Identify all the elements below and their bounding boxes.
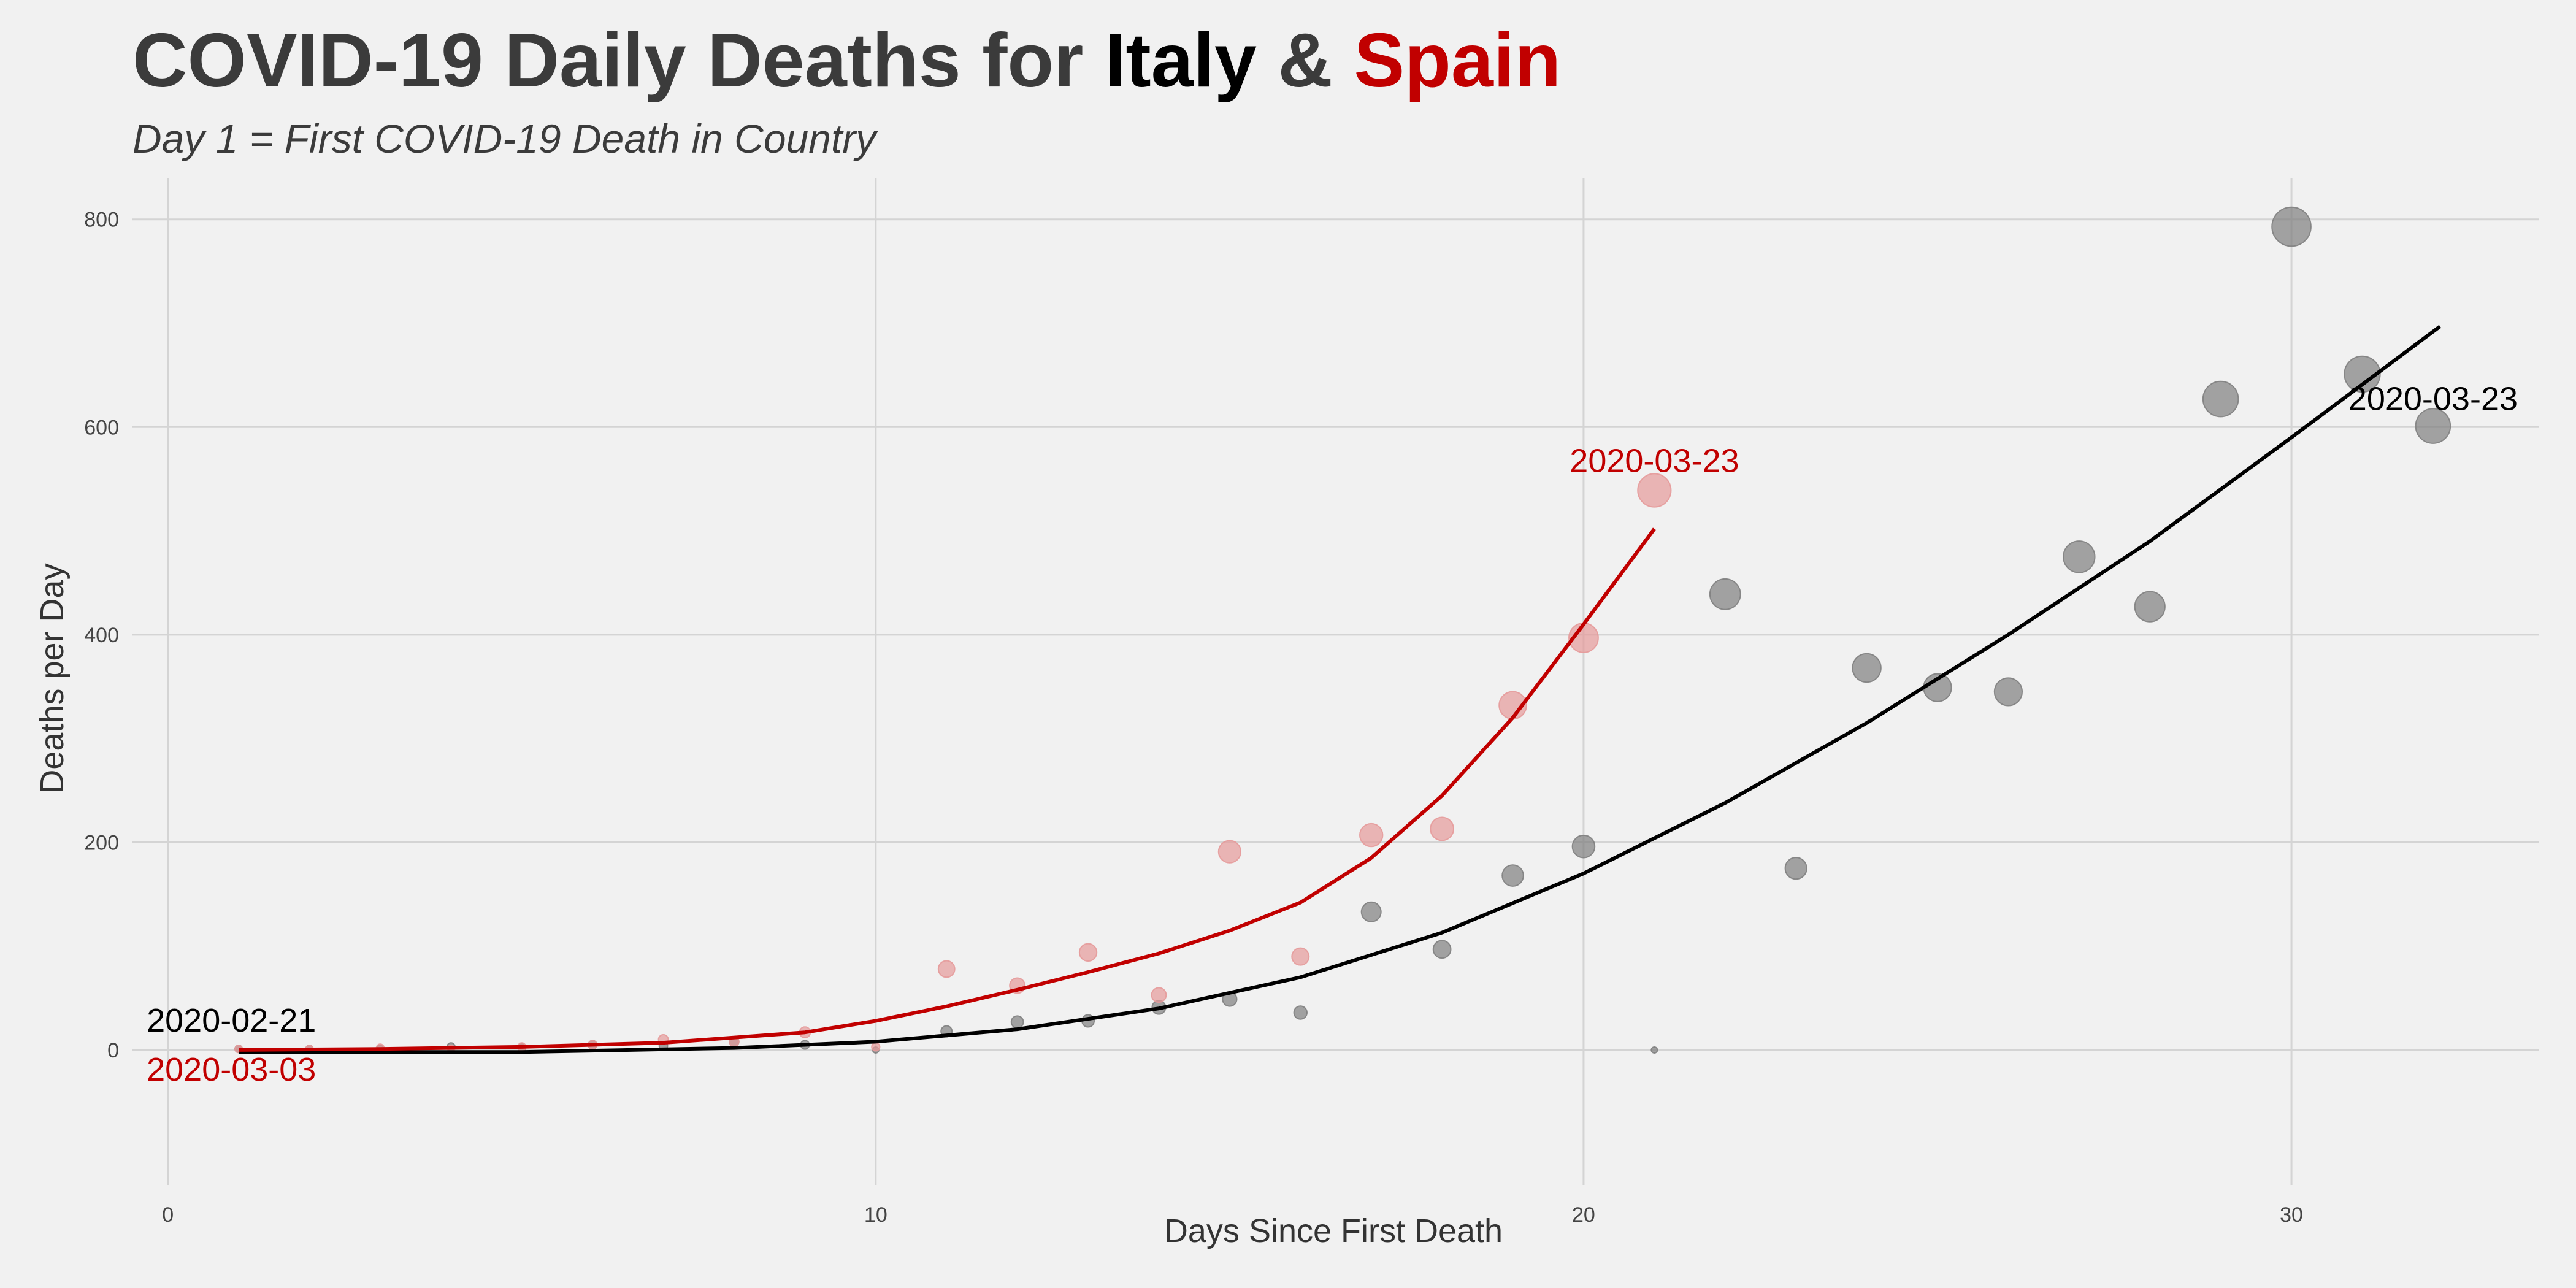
- italy-data-point: [1432, 940, 1452, 959]
- y-tick-label: 200: [84, 831, 119, 854]
- spain-trend-line: [239, 527, 1656, 1052]
- x-tick-label: 10: [864, 1203, 887, 1227]
- grid-lines: [132, 178, 2539, 1185]
- italy-date-label: 2020-03-23: [2348, 381, 2518, 418]
- y-tick-label: 0: [107, 1039, 119, 1062]
- italy-data-point: [1650, 1046, 1658, 1054]
- italy-data-point: [1571, 834, 1596, 859]
- italy-data-point: [1993, 677, 2023, 707]
- spain-data-point: [1637, 473, 1672, 508]
- spain-data-point: [937, 960, 956, 978]
- spain-date-label: 2020-03-03: [147, 1051, 316, 1088]
- x-axis-title: Days Since First Death: [1164, 1213, 1503, 1249]
- spain-data-point: [1151, 987, 1167, 1003]
- point-labels: 2020-02-21 2020-03-03 2020-03-23 2020-03-23: [147, 381, 2518, 1089]
- spain-data-point: [1291, 947, 1310, 966]
- y-tick-label: 400: [84, 624, 119, 647]
- title-spain: Spain: [1354, 18, 1562, 103]
- italy-data-point: [2271, 206, 2312, 247]
- x-tick-label: 30: [2280, 1203, 2303, 1227]
- italy-trend-line: [239, 324, 2442, 1054]
- chart-title: COVID-19 Daily Deaths for Italy & Spain: [132, 17, 1561, 105]
- italy-data-point: [1360, 901, 1382, 922]
- title-prefix: COVID-19 Daily Deaths for: [132, 18, 1105, 103]
- trend-lines: [239, 324, 2442, 1054]
- spain-data-point: [1217, 840, 1241, 864]
- y-tick-label: 600: [84, 416, 119, 439]
- italy-data-point: [1010, 1015, 1024, 1029]
- y-axis-title: Deaths per Day: [34, 563, 71, 793]
- italy-date-label: 2020-02-21: [147, 1002, 316, 1039]
- italy-data-point: [1501, 864, 1524, 887]
- italy-data-point: [1784, 857, 1807, 880]
- x-tick-label: 20: [1572, 1203, 1595, 1227]
- spain-data-point: [1430, 816, 1455, 841]
- italy-data-point: [1852, 653, 1882, 683]
- x-tick-label: 0: [162, 1203, 174, 1227]
- title-joiner: &: [1257, 18, 1354, 103]
- spain-date-label: 2020-03-23: [1570, 443, 1739, 480]
- axis-ticks: 0 10 20 30 0 200 400 600 800: [84, 209, 2303, 1227]
- title-italy: Italy: [1104, 18, 1257, 103]
- spain-data-point: [1078, 943, 1098, 962]
- spain-data-point: [871, 1042, 881, 1052]
- italy-data-point: [2202, 380, 2239, 418]
- data-points: [234, 206, 2451, 1054]
- italy-data-point: [2344, 355, 2381, 393]
- italy-data-point: [2134, 591, 2166, 623]
- chart-subtitle: Day 1 = First COVID-19 Death in Country: [132, 116, 876, 161]
- italy-data-point: [2063, 540, 2096, 573]
- y-tick-label: 800: [84, 209, 119, 232]
- italy-data-point: [1293, 1005, 1308, 1020]
- spain-data-point: [1359, 822, 1384, 848]
- italy-data-point: [2415, 408, 2451, 444]
- italy-data-point: [1709, 578, 1741, 610]
